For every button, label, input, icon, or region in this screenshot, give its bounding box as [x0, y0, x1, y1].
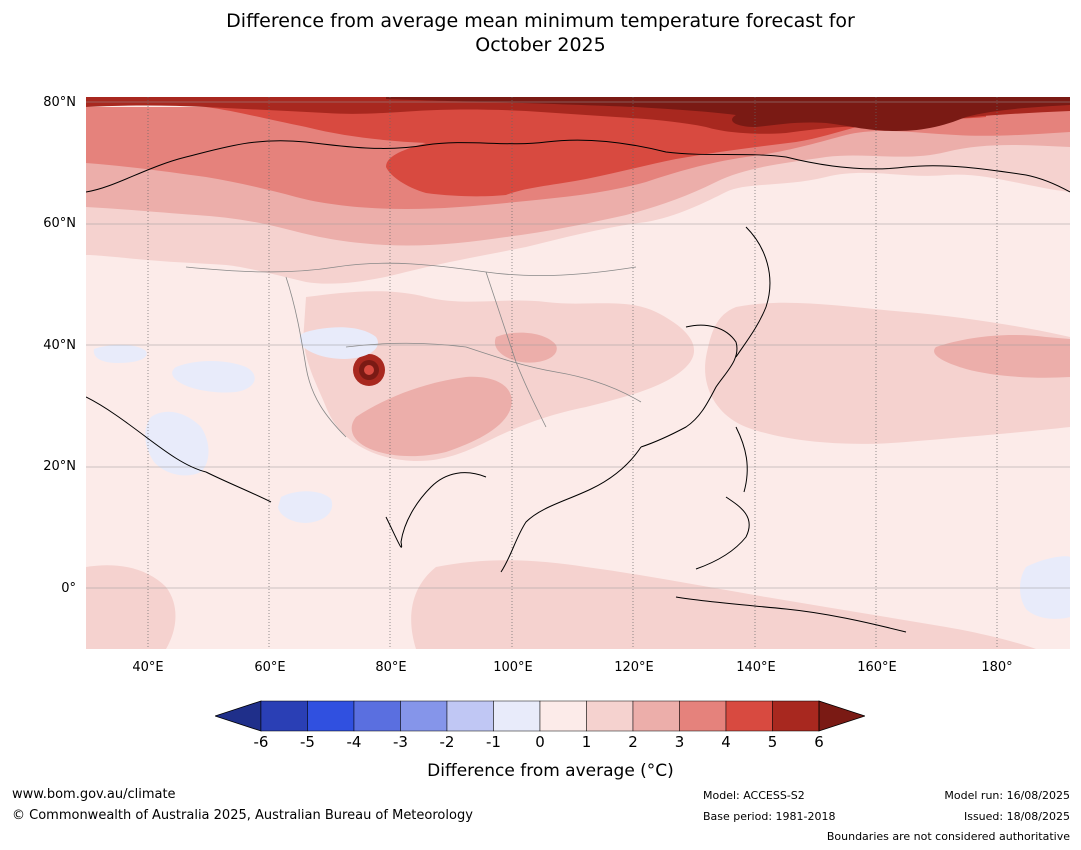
map-svg [86, 97, 1070, 649]
colorbar-label: Difference from average (°C) [427, 761, 674, 781]
footer-issued: Issued: 18/08/2025 [963, 810, 1070, 823]
colorbar-svg [213, 700, 867, 732]
colorbar-segment [632, 700, 680, 732]
anomaly-above-6-arctic [386, 97, 1070, 131]
colorbar [213, 700, 867, 736]
anomaly-neg-west-pacific [1020, 556, 1070, 619]
lon-label-140e: 140°E [736, 660, 776, 675]
colorbar-tick-label: 3 [674, 733, 685, 751]
anomaly-neg-arabia [145, 411, 209, 476]
colorbar-segment [446, 700, 494, 732]
colorbar-tick-label: -6 [253, 733, 269, 751]
footer-website: www.bom.gov.au/climate [12, 787, 176, 802]
colorbar-extend-low [213, 700, 262, 732]
anomaly-neg-caspian [93, 344, 147, 363]
anomaly-neg-persia [172, 361, 255, 393]
lon-label-180: 180° [981, 660, 1013, 675]
title-line-1: Difference from average mean minimum tem… [226, 10, 855, 32]
lon-label-40e: 40°E [132, 660, 164, 675]
colorbar-tick-label: 5 [767, 733, 778, 751]
lon-label-80e: 80°E [375, 660, 407, 675]
graticule-meridians [147, 97, 998, 649]
footer-model: Model: ACCESS-S2 [703, 789, 805, 802]
colorbar-tick-label: 1 [581, 733, 592, 751]
colorbar-segment [307, 700, 355, 732]
footer-copyright: © Commonwealth of Australia 2025, Austra… [12, 808, 473, 823]
colorbar-tick-label: 0 [535, 733, 545, 751]
lon-label-160e: 160°E [857, 660, 897, 675]
country-borders [185, 262, 642, 438]
colorbar-segment [539, 700, 587, 732]
lat-label-60n: 60°N [43, 216, 76, 231]
colorbar-tick-label: -4 [346, 733, 362, 751]
coastlines [86, 139, 1070, 633]
anomaly-2-to-3-mongolia [494, 332, 557, 363]
lon-label-100e: 100°E [493, 660, 533, 675]
colorbar-tick-label: 6 [814, 733, 824, 751]
graticule-parallels [86, 101, 1070, 589]
lat-label-40n: 40°N [43, 338, 76, 353]
anomaly-2-to-3-pacific [934, 335, 1070, 378]
lon-label-120e: 120°E [614, 660, 654, 675]
colorbar-segment [725, 700, 773, 732]
colorbar-segment [493, 700, 541, 732]
colorbar-segment [260, 700, 308, 732]
anomaly-hotspot-core [364, 365, 374, 375]
colorbar-segment [586, 700, 634, 732]
colorbar-tick-label: -2 [439, 733, 455, 751]
colorbar-tick-label: 4 [721, 733, 731, 751]
anomaly-1-to-2-equatorial [411, 560, 1036, 649]
colorbar-segment [772, 700, 820, 732]
colorbar-segment [400, 700, 448, 732]
lon-label-60e: 60°E [254, 660, 286, 675]
title-line-2: October 2025 [475, 34, 606, 56]
colorbar-tick-label: -1 [486, 733, 501, 751]
anomaly-neg-arabian-sea [278, 491, 333, 523]
anomaly-neg-central-asia [299, 327, 378, 359]
lat-label-20n: 20°N [43, 459, 76, 474]
colorbar-tick-label: -3 [393, 733, 408, 751]
lat-label-80n: 80°N [43, 95, 76, 110]
colorbar-tick-label: -5 [300, 733, 315, 751]
forecast-map [86, 97, 1070, 649]
lat-label-0: 0° [61, 581, 76, 596]
colorbar-segment [353, 700, 401, 732]
footer-base-period: Base period: 1981-2018 [703, 810, 836, 823]
footer-model-run: Model run: 16/08/2025 [944, 789, 1070, 802]
colorbar-tick-label: 2 [628, 733, 638, 751]
anomaly-2-to-3-tibet [351, 376, 512, 457]
colorbar-segment [679, 700, 727, 732]
footer-disclaimer: Boundaries are not considered authoritat… [826, 830, 1070, 843]
colorbar-extend-high [818, 700, 867, 732]
anomaly-1-to-2-indian-west [86, 565, 176, 649]
map-title: Difference from average mean minimum tem… [0, 9, 1081, 57]
